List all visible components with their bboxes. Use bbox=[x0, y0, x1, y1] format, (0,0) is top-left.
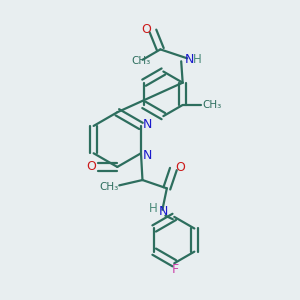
Text: H: H bbox=[148, 202, 157, 215]
Text: N: N bbox=[143, 118, 152, 131]
Text: CH₃: CH₃ bbox=[131, 56, 151, 66]
Text: N: N bbox=[159, 205, 169, 218]
Text: CH₃: CH₃ bbox=[99, 182, 119, 192]
Text: O: O bbox=[86, 160, 96, 173]
Text: F: F bbox=[171, 263, 178, 276]
Text: N: N bbox=[143, 149, 152, 162]
Text: CH₃: CH₃ bbox=[202, 100, 221, 110]
Text: O: O bbox=[175, 161, 185, 174]
Text: O: O bbox=[142, 23, 152, 36]
Text: H: H bbox=[193, 53, 202, 66]
Text: N: N bbox=[185, 53, 194, 66]
